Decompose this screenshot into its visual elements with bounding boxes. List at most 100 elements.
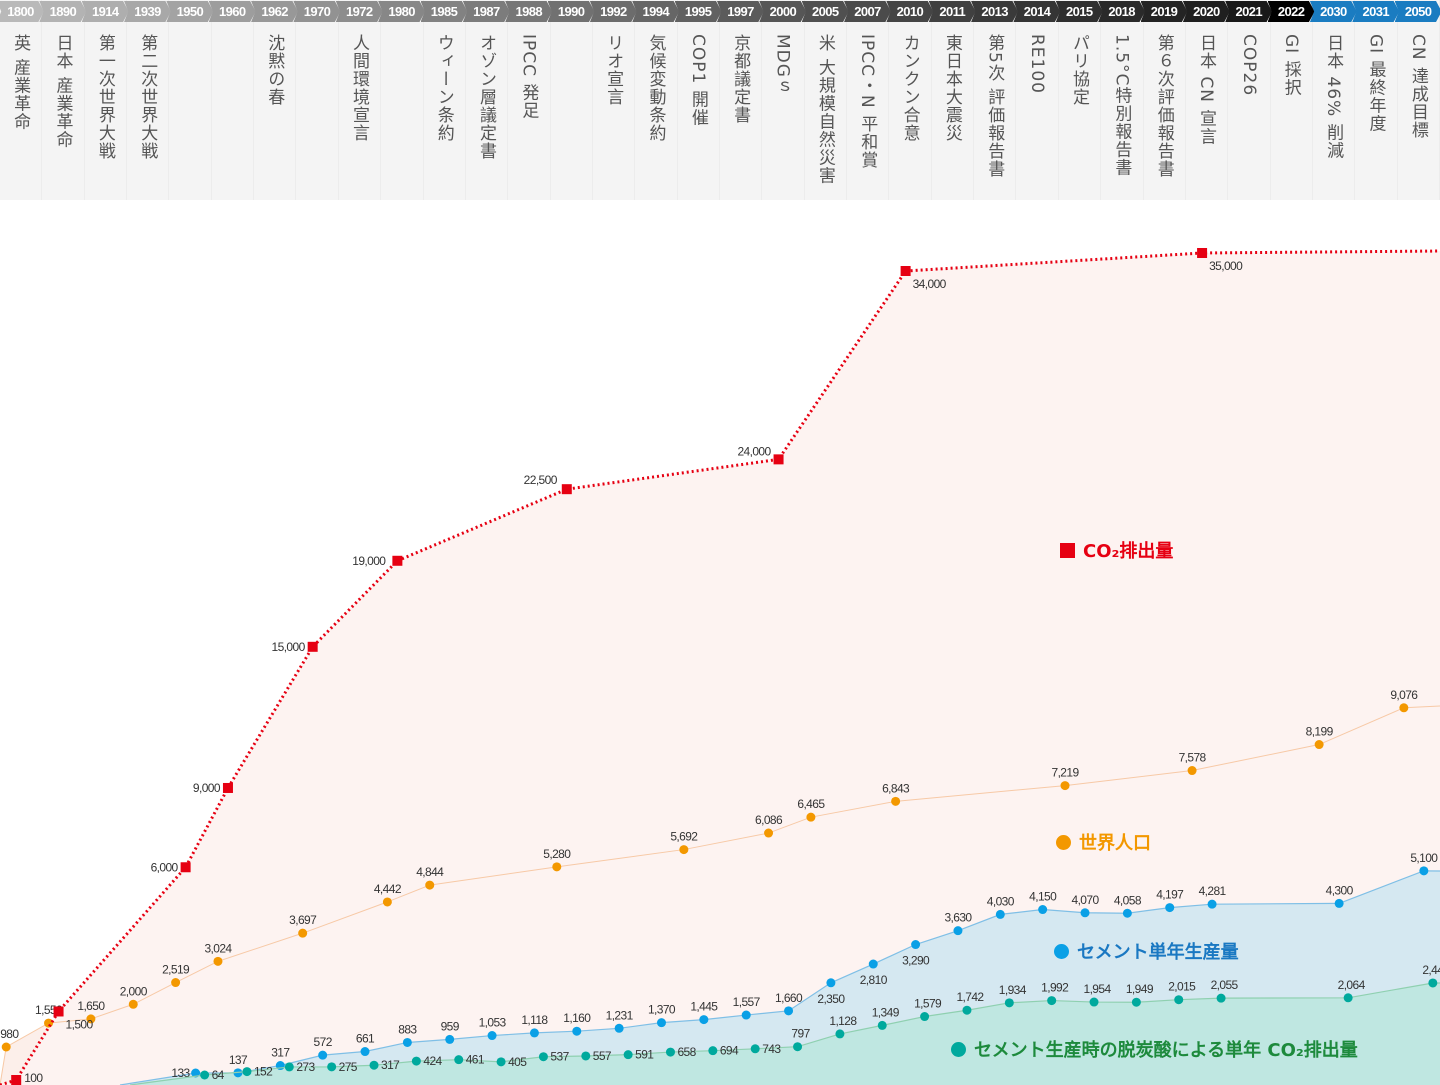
population-data-label: 7,578 [1179,751,1207,765]
cement_co2-data-label: 405 [508,1055,527,1069]
year-chevron: 2019 [1140,1,1188,22]
population-marker [764,828,774,838]
year-chevron: 2018 [1098,1,1146,22]
cement-marker [445,1034,455,1044]
year-chevron: 1997 [717,1,764,22]
timeline-column-2015: 2015 パリ協定 [1055,0,1103,200]
cement-data-label: 4,150 [1029,890,1057,904]
year-chevron: 1987 [462,1,510,22]
event-label: リオ宣言 [603,34,624,106]
legend-cement-co2: セメント生産時の脱炭酸による単年 CO₂排出量 [951,1036,1358,1062]
co2-data-label: 9,000 [193,781,221,795]
timeline-column-1950: 1950 [166,0,214,200]
population-data-label: 3,024 [204,941,232,955]
timeline-column-2010: 2010 カンクン合意 [886,0,934,200]
timeline-column-2013: 2013 第5次 評価報告書 [971,0,1019,200]
population-data-label: 3,697 [289,913,317,927]
co2-data-label: 15,000 [272,640,306,654]
year-chevron: 1960 [208,1,256,22]
cement_co2-marker [665,1047,675,1057]
year-chevron: 2013 [971,1,1019,22]
population-data-label: 4,442 [374,882,402,896]
population-data-label: 6,843 [882,781,910,795]
event-label: 第5次 評価報告書 [984,34,1005,179]
cement_co2-marker [369,1060,379,1070]
timeline-column-2021: 2021 COP26 [1225,0,1273,200]
cement_co2-marker [327,1062,337,1072]
year-chevron: 2030 [1309,1,1357,22]
cement-marker [1334,898,1344,908]
year-chevron: 1962 [251,1,299,22]
cement-data-label: 2,810 [860,973,888,987]
timeline-column-2050: 2050 CN 達成目標 [1394,0,1440,200]
event-label: オゾン層議定書 [476,34,497,160]
co2-marker [222,782,233,793]
cement-data-label: 1,370 [648,1003,676,1017]
cement_co2-marker [496,1057,506,1067]
co2-data-label: 1,500 [66,1017,94,1031]
cement_co2-data-label: 2,055 [1211,978,1239,992]
cement-data-label: 4,070 [1072,893,1100,907]
event-label: パリ協定 [1068,34,1089,106]
event-label: 1.5°C特別報告書 [1111,34,1132,177]
cement-data-label: 4,197 [1156,888,1184,902]
event-label: 人間環境宣言 [348,34,369,142]
cement_co2-marker [1428,978,1438,988]
timeline-column-1994: 1994 気候変動条約 [632,0,680,200]
co2-marker [773,454,784,465]
cement_co2-data-label: 275 [339,1060,358,1074]
year-chevron: 2020 [1182,1,1230,22]
cement-data-label: 317 [271,1046,290,1060]
event-label: RE100 [1027,34,1048,95]
timeline-column-1988: 1988 IPCC 発足 [505,0,553,200]
year-chevron: 1988 [505,1,553,22]
cement_co2-marker [835,1029,845,1039]
population-data-label: 6,465 [797,797,825,811]
cement-data-label: 4,300 [1326,883,1354,897]
population-data-label: 5,692 [670,830,698,844]
cement_co2-marker [877,1020,887,1030]
year-chevron: 2014 [1013,1,1061,22]
timeline-column-1800: 1800 英 産業革命 [0,0,44,200]
event-label: MDGｓ [772,34,793,96]
cement_co2-marker [284,1062,294,1072]
cement-marker [699,1015,709,1025]
cement-data-label: 883 [398,1022,417,1036]
cement_co2-marker [581,1051,591,1061]
circle-marker-icon [951,1041,966,1057]
year-chevron: 1914 [81,1,129,22]
cement-marker [911,940,921,950]
year-chevron: 1970 [293,1,341,22]
population-data-label: 8,199 [1306,725,1334,739]
cement_co2-data-label: 1,949 [1126,982,1154,996]
cement-data-label: 5,100 [1410,851,1438,865]
year-chevron: 2010 [886,1,934,22]
cement_co2-marker [1343,993,1353,1003]
event-label: 日本 46% 削減 [1323,34,1344,160]
event-label: 米 大規模自然災害 [814,34,835,185]
cement-data-label: 1,445 [690,1000,718,1014]
event-label: 日本 CN 宣言 [1196,34,1217,146]
cement-marker [1038,905,1048,915]
year-chevron: 2005 [801,1,849,22]
cement_co2-data-label: 537 [550,1050,569,1064]
year-chevron: 1950 [166,1,214,22]
event-label: COP1 開催 [687,34,708,127]
cement_co2-marker [793,1042,803,1052]
cement_co2-marker [1131,997,1141,1007]
population-data-label: 2,000 [120,984,148,998]
co2-marker [53,1006,64,1017]
cement_co2-data-label: 1,349 [872,1005,900,1019]
cement-marker [826,978,836,988]
population-data-label: 1,650 [77,999,105,1013]
timeline-column-1972: 1972 人間環境宣言 [335,0,383,200]
cement-marker [741,1010,751,1020]
year-chevron: 1800 [0,1,44,22]
population-marker [86,1014,96,1024]
population-line [0,705,1440,1085]
cement_co2-marker [538,1052,548,1062]
population-data-label: 6,086 [755,813,783,827]
co2-data-label: 35,000 [1209,259,1243,273]
timeline-column-1987: 1987 オゾン層議定書 [462,0,510,200]
year-chevron: 2015 [1055,1,1103,22]
